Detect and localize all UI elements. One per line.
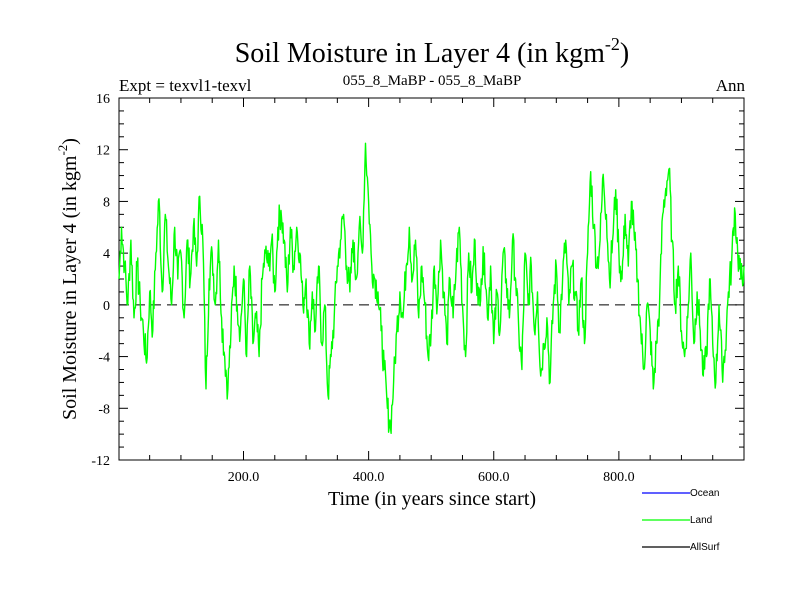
y-tick-label: -4: [98, 351, 110, 366]
chart-title-sup: -2: [605, 34, 620, 54]
x-tick-labels: 200.0 400.0 600.0 800.0: [228, 470, 635, 485]
x-tick-label: 400.0: [353, 470, 385, 485]
chart-title-text: Soil Moisture in Layer 4 (in kgm: [235, 38, 605, 69]
y-tick-label: -8: [98, 402, 110, 417]
subtitle-left: Expt = texvl1-texvl: [119, 76, 252, 95]
series-line-land: [118, 142, 745, 434]
x-tick-label: 800.0: [603, 470, 635, 485]
legend: Ocean Land AllSurf: [642, 488, 720, 553]
subtitle-right: Ann: [716, 76, 746, 95]
legend-label-land: Land: [690, 515, 712, 526]
y-axis-label-text: Soil Moisture in Layer 4 (in kgm: [59, 155, 81, 420]
plot-border: [118, 97, 745, 461]
y-tick-label: 16: [96, 92, 110, 107]
y-tick-label: 8: [103, 195, 110, 210]
y-axis-label: Soil Moisture in Layer 4 (in kgm-2): [55, 138, 81, 420]
y-axis-label-close: ): [59, 138, 81, 145]
subtitle-center: 055_8_MaBP - 055_8_MaBP: [343, 73, 522, 89]
legend-label-allsurf: AllSurf: [690, 542, 720, 553]
axis-ticks: [119, 97, 744, 461]
plot-area: [118, 97, 745, 461]
x-tick-label: 600.0: [478, 470, 510, 485]
y-tick-labels: -12 -8 -4 0 4 8 12 16: [91, 92, 110, 469]
y-tick-label: 4: [103, 247, 110, 262]
x-tick-label: 200.0: [228, 470, 260, 485]
chart-title-close: ): [620, 38, 629, 69]
y-tick-label: 12: [96, 144, 110, 159]
chart-title: Soil Moisture in Layer 4 (in kgm-2): [235, 34, 630, 69]
x-axis-label: Time (in years since start): [328, 488, 536, 510]
y-tick-label: -12: [91, 454, 110, 469]
y-tick-label: 0: [103, 299, 110, 314]
legend-label-ocean: Ocean: [690, 488, 719, 499]
y-axis-label-sup: -2: [55, 145, 70, 156]
